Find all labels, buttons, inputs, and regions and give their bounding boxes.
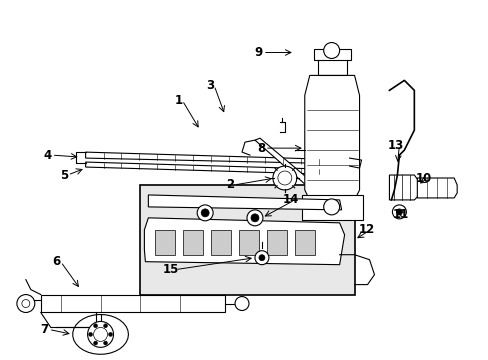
Circle shape (108, 332, 112, 336)
Text: 4: 4 (43, 149, 52, 162)
Bar (239, 230, 259, 255)
Polygon shape (144, 218, 344, 265)
Circle shape (87, 321, 113, 347)
Polygon shape (313, 49, 350, 60)
Circle shape (88, 332, 92, 336)
Circle shape (197, 205, 213, 221)
Text: 9: 9 (254, 46, 263, 59)
Polygon shape (85, 152, 354, 164)
Polygon shape (73, 315, 128, 354)
Polygon shape (41, 294, 224, 312)
Circle shape (277, 171, 291, 185)
Text: 10: 10 (415, 171, 431, 185)
Bar (266, 230, 286, 255)
Circle shape (396, 209, 402, 215)
Text: 6: 6 (53, 255, 61, 268)
Polygon shape (304, 75, 359, 200)
Polygon shape (301, 195, 362, 220)
Circle shape (323, 199, 339, 215)
Circle shape (93, 341, 98, 345)
Circle shape (272, 166, 296, 190)
Bar (140, 185, 354, 294)
Bar (183, 230, 203, 255)
Circle shape (201, 209, 209, 217)
Circle shape (103, 324, 107, 328)
Text: 1: 1 (174, 94, 182, 107)
Circle shape (93, 324, 98, 328)
Circle shape (103, 341, 107, 345)
Polygon shape (416, 178, 456, 198)
Text: 13: 13 (386, 139, 403, 152)
Polygon shape (85, 162, 354, 175)
Circle shape (250, 214, 259, 222)
Circle shape (259, 255, 264, 261)
Circle shape (392, 205, 406, 219)
Text: 15: 15 (163, 263, 179, 276)
Circle shape (17, 294, 35, 312)
Circle shape (254, 251, 268, 265)
Bar (211, 230, 230, 255)
Polygon shape (254, 138, 309, 184)
Bar (155, 230, 175, 255)
Text: 14: 14 (282, 193, 298, 206)
Text: 7: 7 (41, 323, 49, 336)
Polygon shape (148, 195, 341, 210)
Circle shape (22, 300, 30, 307)
Text: 2: 2 (225, 179, 234, 192)
Text: 3: 3 (205, 79, 214, 92)
Text: 12: 12 (358, 223, 374, 236)
Circle shape (93, 328, 107, 341)
Bar (294, 230, 314, 255)
Polygon shape (388, 175, 419, 200)
Text: 5: 5 (60, 168, 68, 181)
Circle shape (235, 297, 248, 310)
Circle shape (323, 42, 339, 58)
Text: 8: 8 (256, 141, 264, 155)
Circle shape (246, 210, 263, 226)
Text: 11: 11 (391, 208, 407, 221)
